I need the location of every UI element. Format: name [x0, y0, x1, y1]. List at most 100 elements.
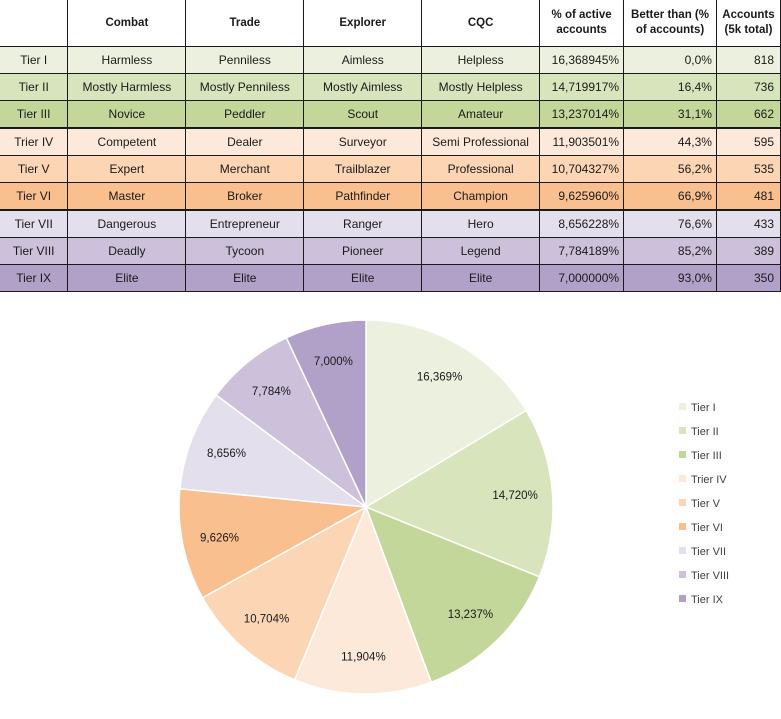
- cell-combat: Novice: [67, 100, 186, 129]
- cell-trade: Tycoon: [185, 237, 304, 265]
- tier-table: Combat Trade Explorer CQC % of active ac…: [0, 0, 781, 292]
- cell-combat: Deadly: [67, 237, 186, 265]
- cell-trade: Entrepreneur: [185, 209, 304, 238]
- pie-slice-label: 7,000%: [314, 356, 353, 368]
- legend-label: Tier VI: [691, 522, 723, 534]
- cell-better-than: 93,0%: [623, 264, 717, 292]
- legend-swatch: [679, 403, 686, 410]
- cell-combat: Dangerous: [67, 209, 186, 238]
- header-percent-active-label: % of active accounts: [551, 9, 612, 36]
- cell-tier: Tier VII: [0, 209, 69, 238]
- pie-slice-label: 11,904%: [341, 652, 386, 664]
- cell-percent-active: 8,656228%: [539, 209, 624, 238]
- cell-tier: Tier IX: [0, 264, 69, 292]
- table-row: Tier IX Elite Elite Elite Elite 7,000000% 93,0…: [0, 264, 781, 292]
- legend-swatch: [679, 523, 686, 530]
- cell-cqc: Helpless: [421, 46, 540, 74]
- cell-explorer: Surveyor: [303, 127, 422, 156]
- cell-better-than: 16,4%: [623, 73, 717, 101]
- header-cell-tier: [0, 0, 69, 47]
- cell-cqc: Amateur: [421, 100, 540, 129]
- cell-accounts: 389: [715, 237, 781, 265]
- cell-combat: Harmless: [67, 46, 186, 74]
- table-header-row: Combat Trade Explorer CQC % of active ac…: [0, 0, 781, 47]
- cell-percent-active: 7,784189%: [539, 237, 624, 265]
- legend-label: Tier III: [691, 450, 722, 462]
- cell-cqc: Elite: [421, 264, 540, 292]
- cell-accounts: 595: [715, 127, 781, 156]
- legend-label: Tier IX: [691, 594, 724, 606]
- table-row: Tier VI Master Broker Pathfinder Champion 9,6…: [0, 182, 781, 211]
- table-row: Tier I Harmless Penniless Aimless Helpless 16…: [0, 46, 781, 74]
- pie-slice-label: 16,369%: [417, 372, 462, 384]
- cell-explorer: Trailblazer: [303, 155, 422, 183]
- table-row: Tier VIII Deadly Tycoon Pioneer Legend 7,7841…: [0, 237, 781, 265]
- cell-trade: Penniless: [185, 46, 304, 74]
- cell-better-than: 56,2%: [623, 155, 717, 183]
- header-cell-cqc: CQC: [421, 0, 541, 47]
- header-cell-accounts: Accounts (5k total): [715, 0, 781, 47]
- pie-slice-label: 13,237%: [448, 609, 493, 621]
- cell-combat: Elite: [67, 264, 186, 292]
- pie-slice-label: 8,656%: [207, 448, 246, 460]
- pie-slice: [179, 393, 369, 509]
- cell-accounts: 535: [715, 155, 781, 183]
- cell-combat: Expert: [67, 155, 186, 183]
- legend-swatch: [679, 571, 686, 578]
- cell-explorer: Mostly Aimless: [303, 73, 422, 101]
- header-cell-percent-active: % of active accounts: [539, 0, 625, 47]
- legend-label: Tier I: [691, 402, 716, 414]
- chart-legend: Tier I Tier II Tier III Trier IV Tier V Tier …: [679, 402, 729, 606]
- cell-explorer: Scout: [303, 100, 422, 129]
- header-accounts-label: Accounts (5k total): [722, 9, 775, 36]
- legend-label: Tier VIII: [691, 570, 729, 582]
- legend-label: Trier IV: [691, 474, 727, 486]
- cell-percent-active: 13,237014%: [539, 100, 624, 129]
- header-cell-better-than: Better than (% of accounts): [623, 0, 717, 47]
- pie-slice: [365, 319, 528, 509]
- table-row: Trier IV Competent Dealer Surveyor Semi Prof…: [0, 127, 781, 156]
- header-better-than-label: Better than (% of accounts): [631, 9, 709, 36]
- cell-percent-active: 16,368945%: [539, 46, 624, 74]
- legend-label: Tier V: [691, 498, 721, 510]
- pie-slice-label: 7,784%: [252, 386, 291, 398]
- cell-trade: Dealer: [185, 127, 304, 156]
- pie-slice-label: 14,720%: [492, 490, 537, 502]
- cell-cqc: Mostly Helpless: [421, 73, 540, 101]
- cell-better-than: 85,2%: [623, 237, 717, 265]
- header-cell-trade: Trade: [185, 0, 305, 47]
- cell-percent-active: 14,719917%: [539, 73, 624, 101]
- cell-accounts: 736: [715, 73, 781, 101]
- cell-better-than: 0,0%: [623, 46, 717, 74]
- cell-cqc: Legend: [421, 237, 540, 265]
- cell-better-than: 76,6%: [623, 209, 717, 238]
- legend-swatch: [679, 547, 686, 554]
- cell-tier: Tier II: [0, 73, 69, 101]
- pie-slice: [364, 409, 554, 578]
- legend-swatch: [679, 475, 686, 482]
- cell-tier: Tier I: [0, 46, 69, 74]
- cell-trade: Peddler: [185, 100, 304, 129]
- pie-slice: [285, 319, 367, 508]
- pie-slice: [178, 487, 369, 599]
- cell-percent-active: 9,625960%: [539, 182, 624, 211]
- pie-slice-label: 10,704%: [244, 614, 289, 626]
- cell-accounts: 433: [715, 209, 781, 238]
- cell-tier: Tier V: [0, 155, 69, 183]
- cell-trade: Merchant: [185, 155, 304, 183]
- pie-slices: [178, 319, 554, 695]
- legend-swatch: [679, 499, 686, 506]
- pie-slice: [293, 504, 433, 695]
- pie-slice-label: 9,626%: [200, 532, 239, 544]
- cell-tier: Tier VIII: [0, 237, 69, 265]
- cell-cqc: Professional: [421, 155, 540, 183]
- cell-explorer: Pathfinder: [303, 182, 422, 211]
- cell-explorer: Pioneer: [303, 237, 422, 265]
- legend-label: Tier VII: [691, 546, 726, 558]
- cell-explorer: Ranger: [303, 209, 422, 238]
- header-cell-combat: Combat: [67, 0, 187, 47]
- cell-tier: Trier IV: [0, 127, 69, 156]
- table-row: Tier III Novice Peddler Scout Amateur 13,2370…: [0, 100, 781, 129]
- table-body: Tier I Harmless Penniless Aimless Helpless 16…: [0, 46, 781, 292]
- cell-explorer: Aimless: [303, 46, 422, 74]
